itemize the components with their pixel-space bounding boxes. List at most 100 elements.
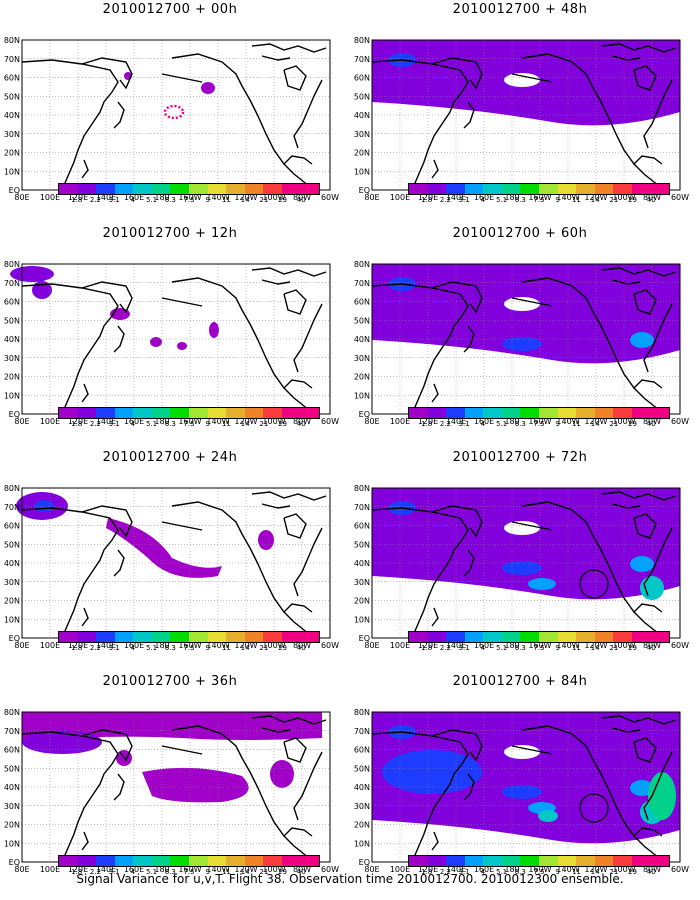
colorbar-swatch [427, 632, 447, 642]
colorbar-label: 2.2 [439, 196, 451, 204]
map-panel: 2010012700 + 72h 80N 70N 60N 50N 40N 30N 20N 10N… [350, 448, 690, 653]
panel-title: 2010012700 + 48h [452, 2, 588, 17]
lat-tick-label: 10N [354, 615, 370, 624]
lat-tick-label: 50N [4, 540, 20, 549]
lat-tick-label: 10N [354, 167, 370, 176]
colorbar-label: 21 [609, 420, 619, 428]
colorbar-label: 9 [205, 196, 210, 204]
coastlines [371, 267, 677, 415]
colorbar-label: 29 [278, 420, 288, 428]
colorbar-swatch [133, 856, 152, 866]
colorbar-label: 40 [646, 420, 656, 428]
lon-tick-label: 160E [124, 193, 144, 202]
colorbar-swatch [96, 856, 115, 866]
colorbar-swatch [483, 856, 502, 866]
lat-tick-label: 30N [354, 354, 370, 363]
colorbar-label: 11 [221, 420, 231, 428]
lon-tick-label: 120E [418, 641, 438, 650]
colorbar-swatch [650, 408, 670, 418]
coastlines [371, 491, 677, 639]
lat-tick-label: 40N [4, 335, 20, 344]
colorbar-swatch [650, 184, 670, 194]
lat-tick-label: 10N [354, 839, 370, 848]
colorbar-label: 14 [240, 644, 250, 652]
colorbar-label: 4 [480, 196, 486, 204]
lon-tick-label: 160E [124, 865, 144, 874]
colorbar-label: 7.5 [533, 868, 545, 876]
colorbar-label: 6.3 [164, 196, 176, 204]
colorbar-swatch [281, 632, 301, 642]
lon-tick-label: 160W [528, 641, 551, 650]
colorbar-label: 2.2 [439, 420, 451, 428]
map-panel: 2010012700 + 12h 80N 70N 60N 50N 40N 30N 20N 10N… [0, 224, 340, 429]
colorbar-swatch [539, 184, 558, 194]
colorbar-label: 40 [296, 196, 306, 204]
lat-tick-label: 20N [354, 149, 370, 158]
lon-tick-label: 160E [474, 865, 494, 874]
lat-tick-label: 80N [4, 36, 20, 45]
lon-tick-label: 140E [96, 865, 116, 874]
lat-tick-label: 20N [354, 597, 370, 606]
colorbar-labels: 1.8 2.2 3.1 4 5.1 6.3 7.5 9 11 14 21 29 40 [408, 195, 670, 205]
colorbar-label: 14 [590, 644, 600, 652]
lon-tick-label: 160W [178, 193, 201, 202]
colorbar-label: 4 [130, 420, 136, 428]
colorbar-swatch [427, 856, 447, 866]
colorbar-label: 1.8 [421, 420, 433, 428]
lon-tick-label: 140W [206, 865, 229, 874]
lat-tick-label: EQ [359, 186, 370, 195]
lon-tick-label: 60W [671, 865, 689, 874]
lon-tick-label: 100W [262, 417, 285, 426]
lat-tick-label: 80N [4, 708, 20, 717]
colorbar-swatch [613, 856, 632, 866]
colorbar-label: 3.1 [458, 420, 470, 428]
coastlines [371, 715, 677, 863]
lon-tick-label: 100E [390, 193, 410, 202]
map-panel: 2010012700 + 00h 80N 70N 60N 50N 40N 30N 20N 10N… [0, 0, 340, 205]
lon-tick-label: 120E [418, 417, 438, 426]
graticule [372, 40, 680, 190]
lat-tick-label: 80N [354, 260, 370, 269]
lon-tick-label: 180 [504, 193, 519, 202]
lat-tick-label: 60N [4, 522, 20, 531]
colorbar-labels: 1.8 2.2 3.1 4 5.1 6.3 7.5 9 11 14 21 29 40 [58, 643, 320, 653]
colorbar-label: 9 [555, 868, 560, 876]
lat-tick-label: 30N [4, 354, 20, 363]
lon-tick-label: 160W [528, 193, 551, 202]
lat-tick-label: 70N [4, 727, 20, 736]
colorbar-swatch [114, 856, 134, 866]
lon-tick-label: 180 [504, 417, 519, 426]
colorbar-label: 11 [571, 868, 581, 876]
lon-tick-label: 120E [68, 417, 88, 426]
colorbar-swatch [96, 632, 115, 642]
colorbar-label: 5.1 [145, 420, 158, 428]
colorbar-swatch [650, 632, 670, 642]
colorbar-swatch [96, 408, 115, 418]
colorbar-swatch [501, 184, 521, 194]
lon-tick-label: 100W [612, 641, 635, 650]
lon-tick-label: 100E [390, 641, 410, 650]
lon-tick-label: 100E [40, 417, 60, 426]
colorbar-label: 5.1 [495, 420, 508, 428]
colorbar-swatch [207, 632, 227, 642]
coastlines [21, 715, 327, 863]
colorbar-swatch [650, 856, 670, 866]
colorbar-label: 9 [555, 420, 560, 428]
colorbar-label: 9 [555, 644, 560, 652]
colorbar-label: 6.3 [514, 644, 526, 652]
colorbar-label: 4 [130, 644, 136, 652]
colorbar: 1.8 2.2 3.1 4 5.1 6.3 7.5 9 11 14 21 29 40 [408, 631, 670, 653]
lat-tick-label: 70N [354, 279, 370, 288]
colorbar-label: 2.2 [439, 868, 451, 876]
lon-tick-label: 140W [556, 193, 579, 202]
colorbar-label: 9 [205, 420, 210, 428]
colorbar-swatches [408, 407, 670, 419]
lat-tick-label: 70N [354, 727, 370, 736]
colorbar-swatch [613, 184, 632, 194]
colorbar-label: 1.8 [421, 868, 433, 876]
colorbar-label: 2.2 [89, 420, 101, 428]
lon-tick-label: 160W [528, 865, 551, 874]
